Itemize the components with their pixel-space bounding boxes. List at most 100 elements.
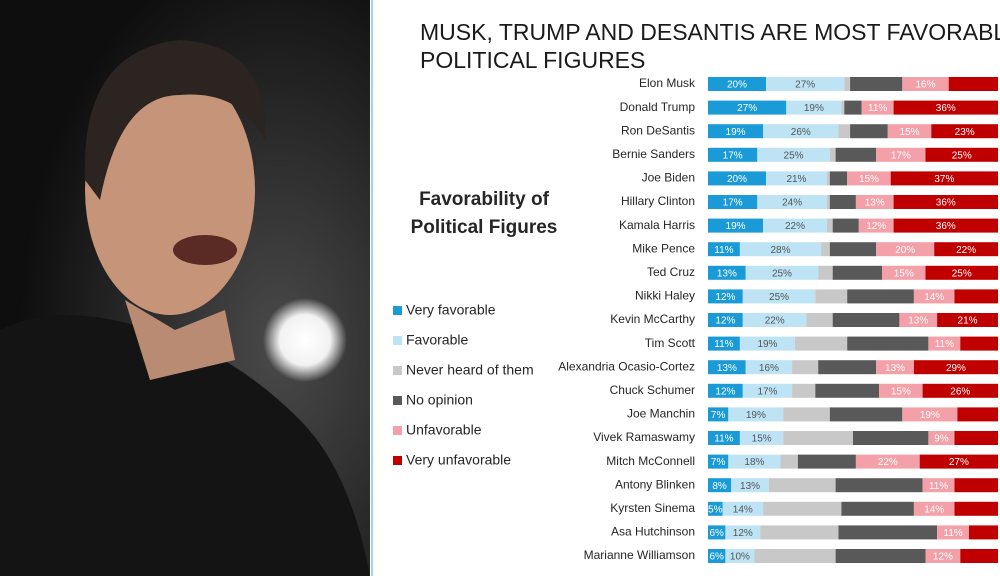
value-label: 15%: [752, 434, 772, 445]
value-label: 12%: [733, 528, 753, 539]
bar-segment: [969, 525, 998, 540]
value-label: 36%: [936, 221, 956, 232]
category-label: Donald Trump: [620, 100, 696, 114]
category-label: Kyrsten Sinema: [610, 501, 695, 515]
bar-segment: [754, 549, 836, 563]
bar-segment: [757, 147, 830, 162]
value-label: 15%: [859, 174, 879, 185]
value-label: 18%: [744, 457, 764, 468]
value-label: 19%: [746, 410, 766, 421]
bar-segment: [925, 265, 998, 280]
value-label: 29%: [946, 363, 966, 374]
value-label: 10%: [730, 552, 750, 563]
bar-segment: [954, 501, 998, 516]
bar-segment: [739, 336, 795, 351]
value-label: 8%: [712, 481, 727, 492]
bar-segment: [893, 100, 998, 115]
bar-segment: [876, 360, 914, 375]
bar-segment: [832, 313, 900, 327]
bar-segment: [876, 147, 926, 162]
bar-segment: [829, 407, 903, 422]
value-label: 21%: [958, 316, 978, 327]
legend-label: Very favorable: [406, 302, 496, 318]
bar-segment: [826, 218, 833, 233]
bar-segment: [913, 360, 998, 375]
value-label: 7%: [711, 410, 726, 421]
bar-segment: [766, 171, 827, 186]
value-label: 12%: [715, 316, 735, 327]
bar-segment: [763, 124, 839, 139]
bar-segment: [847, 289, 914, 304]
bar-segment: [928, 431, 955, 445]
bar-segment: [844, 77, 851, 91]
value-label: 22%: [878, 457, 898, 468]
value-label: 25%: [784, 150, 804, 161]
bar-segment: [739, 431, 784, 445]
value-label: 13%: [865, 198, 885, 209]
bar-segment: [728, 454, 781, 469]
bar-segment: [745, 265, 819, 280]
category-label: Joe Biden: [642, 171, 695, 185]
bar-segment: [902, 77, 949, 91]
value-label: 28%: [770, 245, 790, 256]
bar-segment: [818, 360, 877, 375]
value-label: 13%: [717, 268, 737, 279]
value-label: 11%: [943, 528, 962, 539]
value-label: 13%: [908, 316, 928, 327]
value-label: 19%: [726, 221, 746, 232]
value-label: 12%: [715, 292, 735, 303]
bar-segment: [913, 289, 955, 304]
bar-segment: [832, 218, 859, 233]
bar-segment: [826, 195, 830, 209]
bar-segment: [708, 431, 740, 445]
bar-segment: [757, 195, 827, 209]
value-label: 11%: [714, 245, 733, 256]
value-label: 36%: [936, 103, 956, 114]
bar-segment: [708, 265, 746, 280]
bar-segment: [731, 478, 769, 493]
person-mouth: [173, 235, 237, 265]
bar-segment: [893, 218, 998, 233]
bar-segment: [763, 218, 827, 233]
value-label: 20%: [727, 80, 747, 91]
legend-label: Never heard of them: [406, 362, 534, 378]
legend-label: Very unfavorable: [406, 452, 511, 468]
value-label: 5%: [708, 504, 723, 515]
value-label: 27%: [795, 80, 815, 91]
bar-segment: [850, 124, 888, 139]
bar-segment: [832, 265, 882, 280]
person-neck: [125, 300, 235, 380]
value-label: 22%: [785, 221, 805, 232]
bar-segment: [922, 383, 998, 398]
value-label: 26%: [950, 386, 970, 397]
value-label: 11%: [935, 339, 954, 350]
value-label: 20%: [895, 245, 915, 256]
value-label: 22%: [956, 245, 976, 256]
value-label: 14%: [924, 504, 944, 515]
stage-light: [263, 298, 347, 382]
value-label: 15%: [894, 268, 914, 279]
bar-segment: [826, 171, 830, 186]
photo: [0, 0, 370, 576]
value-label: 17%: [891, 150, 911, 161]
bar-segment: [792, 360, 819, 375]
bar-segment: [708, 407, 729, 422]
bar-segment: [931, 124, 998, 139]
value-label: 14%: [924, 292, 944, 303]
bar-segment: [838, 124, 851, 139]
bar-segment: [954, 478, 998, 493]
value-label: 26%: [791, 127, 811, 138]
value-label: 16%: [759, 363, 779, 374]
bar-segment: [829, 242, 877, 257]
value-label: 19%: [726, 127, 746, 138]
bar-segment: [928, 336, 961, 351]
bar-segment: [725, 525, 761, 540]
bar-segment: [742, 383, 793, 398]
bar-segment: [742, 313, 807, 327]
bar-segment: [742, 289, 816, 304]
category-label: Mitch McConnell: [606, 454, 695, 468]
bar-segment: [795, 336, 848, 351]
bar-segment: [792, 383, 816, 398]
value-label: 24%: [782, 198, 802, 209]
